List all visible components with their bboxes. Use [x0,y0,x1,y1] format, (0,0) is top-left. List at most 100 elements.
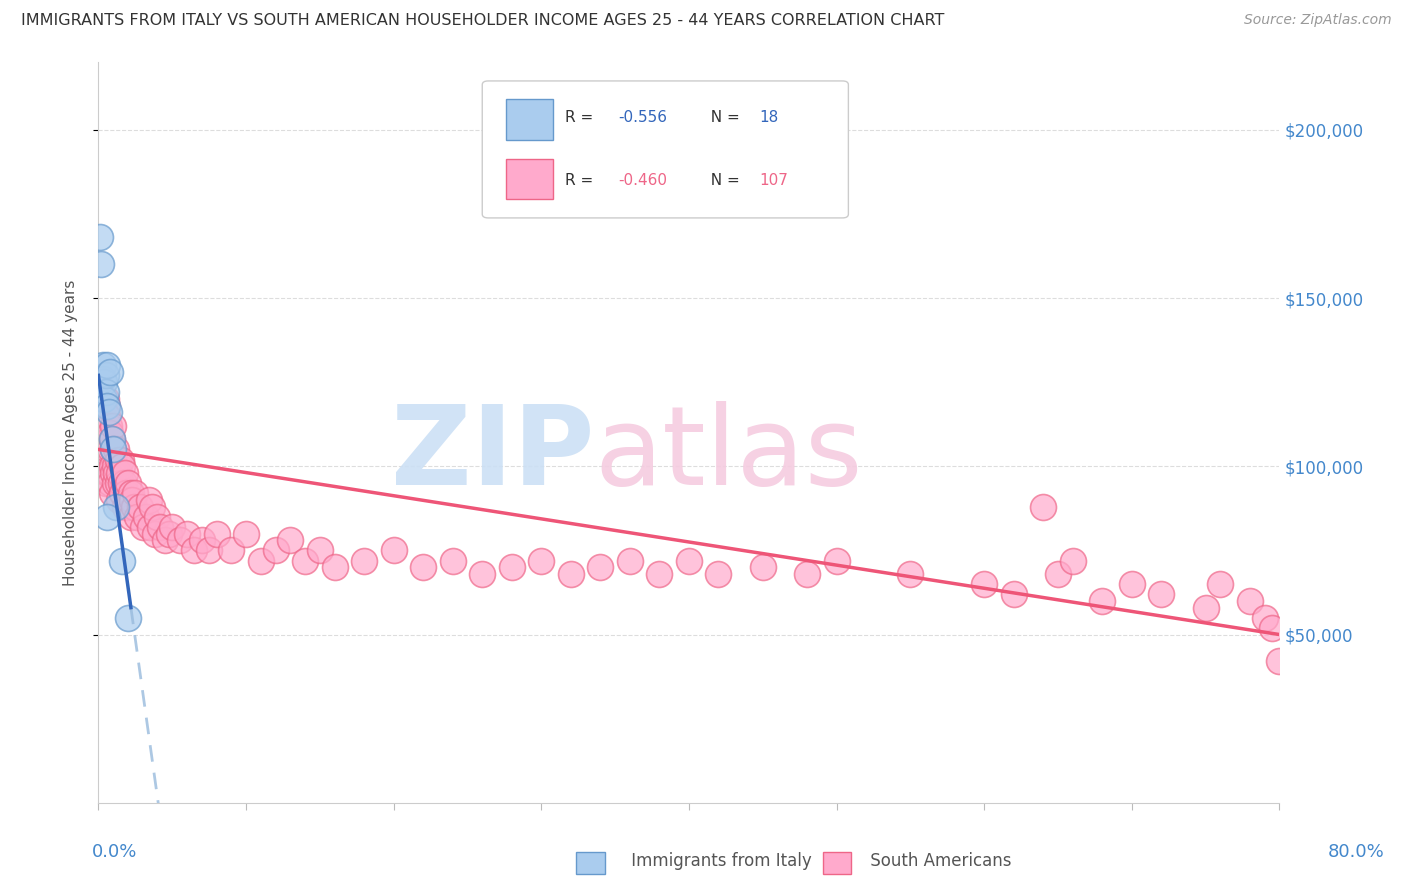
Point [138,492,160,507]
Point [104,476,127,491]
Point [648,566,671,581]
Point [149,520,172,534]
Point [1254,610,1277,624]
Point [98,365,121,379]
Point [97,405,120,419]
Point [120,486,142,500]
Point [412,560,434,574]
Point [91,372,114,386]
Point [93,459,115,474]
Point [93,375,115,389]
Point [441,553,464,567]
Point [825,553,848,567]
Point [97,466,120,480]
FancyBboxPatch shape [482,81,848,218]
Point [125,509,148,524]
Point [153,533,176,548]
Text: atlas: atlas [595,401,863,508]
Point [323,560,346,574]
Point [1150,587,1173,601]
Point [94,368,117,383]
FancyBboxPatch shape [506,99,553,140]
Point [100,486,122,500]
Point [135,509,157,524]
Text: 0.0%: 0.0% [91,843,136,861]
Point [1121,577,1143,591]
Point [221,543,243,558]
Point [707,566,730,581]
Point [294,553,316,567]
Point [250,553,273,567]
Point [90,257,112,271]
Point [1268,655,1291,669]
Point [589,560,612,574]
Point [103,418,125,433]
Point [264,543,287,558]
Point [353,553,375,567]
FancyBboxPatch shape [506,159,553,200]
Point [90,425,112,440]
Point [96,399,118,413]
Point [1032,500,1054,514]
Text: N =: N = [700,173,744,188]
Point [105,500,128,514]
Point [107,452,129,467]
Point [752,560,775,574]
Point [1261,621,1284,635]
Point [96,399,118,413]
Point [309,543,332,558]
Point [100,459,122,474]
Point [103,442,125,457]
Point [114,466,136,480]
Point [96,466,118,480]
Point [110,476,132,491]
Point [120,509,142,524]
Point [176,526,198,541]
Text: Source: ZipAtlas.com: Source: ZipAtlas.com [1244,13,1392,28]
Point [91,409,114,423]
Point [121,492,143,507]
Point [1091,594,1114,608]
Text: IMMIGRANTS FROM ITALY VS SOUTH AMERICAN HOUSEHOLDER INCOME AGES 25 - 44 YEARS CO: IMMIGRANTS FROM ITALY VS SOUTH AMERICAN … [21,13,945,29]
Text: -0.460: -0.460 [619,173,666,188]
Point [97,418,120,433]
Point [619,553,641,567]
Point [94,418,117,433]
Point [560,566,582,581]
Point [103,466,125,480]
Point [98,476,121,491]
Point [1209,577,1232,591]
Point [1239,594,1261,608]
Point [104,459,127,474]
Point [183,543,205,558]
Point [382,543,405,558]
Point [111,459,134,474]
Point [117,500,139,514]
Text: 18: 18 [759,111,779,126]
Point [91,359,114,373]
Point [205,526,228,541]
Point [115,486,138,500]
Point [94,433,117,447]
Y-axis label: Householder Income Ages 25 - 44 years: Householder Income Ages 25 - 44 years [63,279,77,586]
Point [124,486,146,500]
Point [280,533,302,548]
Point [162,520,183,534]
Point [796,566,818,581]
Point [117,476,139,491]
Point [100,433,122,447]
Point [96,442,118,457]
Point [91,442,114,457]
Text: 107: 107 [759,173,789,188]
Point [1062,553,1084,567]
Point [97,433,120,447]
Point [89,230,111,244]
Point [678,553,700,567]
Point [107,476,129,491]
Point [94,392,117,406]
Point [191,533,214,548]
Point [94,385,117,400]
Point [146,509,169,524]
Point [105,466,128,480]
Point [530,553,553,567]
